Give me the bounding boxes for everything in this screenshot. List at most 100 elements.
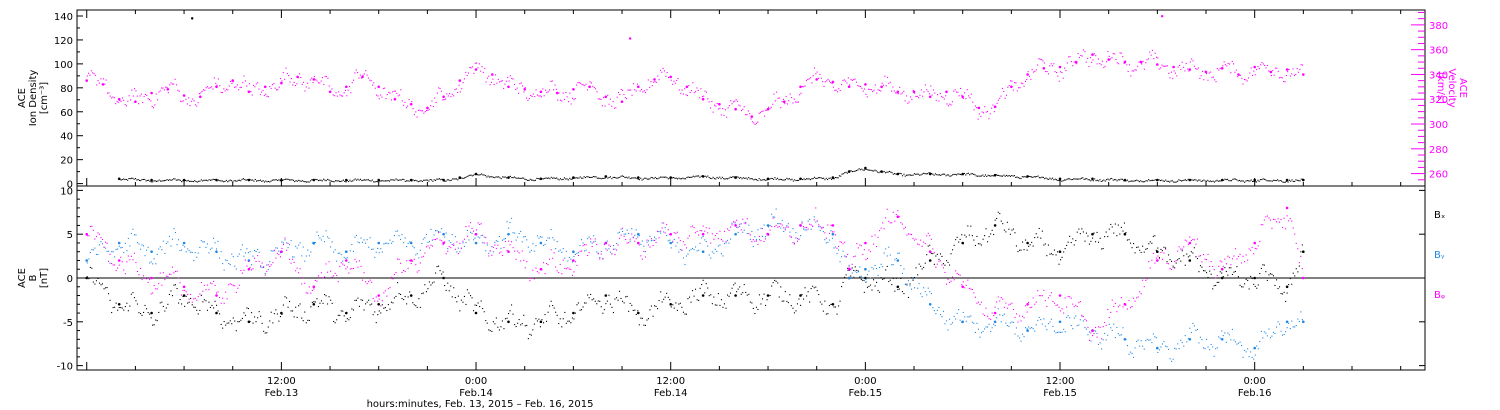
density-sample — [265, 180, 267, 182]
velocity-sample — [346, 95, 348, 97]
velocity-sample — [557, 99, 559, 101]
velocity-sample — [208, 87, 210, 89]
density-sample — [890, 171, 892, 173]
bz-sample — [1078, 302, 1080, 304]
bz-sample — [115, 270, 117, 272]
density-sample — [952, 174, 954, 176]
bx-sample — [850, 275, 852, 277]
density-sample — [124, 179, 126, 181]
velocity-sample — [611, 105, 613, 107]
by-sample — [568, 256, 570, 258]
velocity-sample — [205, 87, 207, 89]
bx-sample — [231, 323, 233, 325]
by-sample — [486, 244, 488, 246]
bx-sample — [419, 306, 421, 308]
by-sample — [1294, 326, 1296, 328]
density-sample — [423, 179, 425, 181]
bz-sample — [1088, 339, 1090, 341]
by-sample — [479, 237, 481, 239]
by-sample — [355, 234, 357, 236]
bz-sample — [985, 307, 987, 309]
density-sample — [637, 178, 639, 180]
bx-sample — [1198, 271, 1200, 273]
density-sample — [527, 179, 529, 181]
bz-sample — [731, 224, 733, 226]
bz-sample — [161, 284, 163, 286]
bz-sample — [994, 306, 996, 308]
density-sample — [777, 177, 779, 179]
velocity-sample — [408, 98, 410, 100]
velocity-sample — [536, 94, 538, 96]
density-sample — [282, 179, 284, 181]
density-sample — [383, 180, 385, 182]
velocity-sample — [267, 96, 269, 98]
density-sample — [674, 177, 676, 179]
bz-sample — [450, 247, 452, 249]
velocity-sample — [738, 104, 740, 106]
bx-sample — [777, 282, 779, 284]
density-sample — [996, 174, 998, 176]
density-sample — [1175, 181, 1177, 183]
bz-point — [539, 267, 543, 271]
bx-sample — [324, 294, 326, 296]
density-sample — [646, 178, 648, 180]
bx-sample — [1009, 233, 1011, 235]
velocity-sample — [458, 84, 460, 86]
bx-sample — [1117, 224, 1119, 226]
velocity-sample — [682, 93, 684, 95]
bz-sample — [1026, 311, 1028, 313]
velocity-sample — [1070, 61, 1072, 63]
density-sample — [803, 178, 805, 180]
by-sample — [920, 293, 922, 295]
by-sample — [827, 241, 829, 243]
bx-sample — [272, 322, 274, 324]
bz-sample — [1044, 300, 1046, 302]
velocity-sample — [923, 91, 925, 93]
bz-sample — [459, 242, 461, 244]
by-sample — [562, 248, 564, 250]
density-sample — [741, 178, 743, 180]
bx-sample — [240, 319, 242, 321]
density-sample — [162, 180, 164, 182]
velocity-sample — [826, 80, 828, 82]
velocity-sample — [393, 90, 395, 92]
density-sample — [1052, 177, 1054, 179]
density-sample — [337, 180, 339, 182]
bx-sample — [357, 297, 359, 299]
density-sample — [386, 180, 388, 182]
bz-sample — [932, 248, 934, 250]
by-sample — [200, 240, 202, 242]
bx-sample — [1084, 240, 1086, 242]
by-sample — [1152, 333, 1154, 335]
density-sample — [746, 178, 748, 180]
bx-sample — [1161, 250, 1163, 252]
bz-sample — [293, 261, 295, 263]
density-sample — [892, 173, 894, 175]
date-tick-label: Feb.15 — [849, 388, 883, 399]
velocity-sample — [773, 93, 775, 95]
by-sample — [676, 242, 678, 244]
bx-sample — [733, 284, 735, 286]
density-sample — [666, 177, 668, 179]
bz-sample — [956, 272, 958, 274]
density-sample — [921, 173, 923, 175]
density-sample — [416, 180, 418, 182]
by-sample — [301, 255, 303, 257]
bz-sample — [358, 260, 360, 262]
bx-sample — [165, 307, 167, 309]
bx-sample — [428, 281, 430, 283]
bz-sample — [351, 268, 353, 270]
density-sample — [1213, 181, 1215, 183]
velocity-sample — [470, 67, 472, 69]
bx-sample — [301, 317, 303, 319]
density-sample — [1137, 180, 1139, 182]
density-sample — [495, 176, 497, 178]
velocity-sample — [1262, 63, 1264, 65]
bx-sample — [1050, 253, 1052, 255]
density-sample — [982, 174, 984, 176]
density-sample — [1128, 181, 1130, 183]
by-sample — [147, 246, 149, 248]
bx-sample — [673, 307, 675, 309]
velocity-sample — [663, 70, 665, 72]
density-sample — [1271, 180, 1273, 182]
